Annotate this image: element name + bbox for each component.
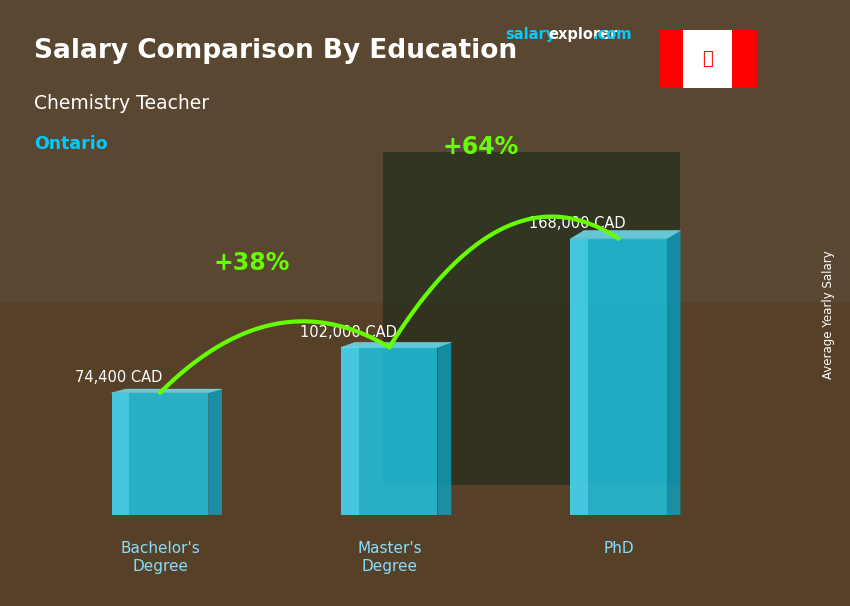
Bar	[659, 30, 683, 88]
Text: +64%: +64%	[443, 135, 519, 159]
Text: explorer: explorer	[548, 27, 618, 42]
Text: +38%: +38%	[213, 251, 290, 275]
Text: 168,000 CAD: 168,000 CAD	[529, 216, 626, 231]
Polygon shape	[112, 389, 222, 393]
Text: Chemistry Teacher: Chemistry Teacher	[34, 94, 209, 113]
Polygon shape	[341, 342, 451, 347]
Text: .com: .com	[592, 27, 632, 42]
Text: Master's
Degree: Master's Degree	[357, 541, 422, 574]
Text: 102,000 CAD: 102,000 CAD	[299, 325, 396, 340]
Polygon shape	[666, 230, 681, 515]
Polygon shape	[112, 393, 208, 515]
Polygon shape	[570, 239, 587, 515]
Polygon shape	[112, 393, 129, 515]
Text: 🍁: 🍁	[702, 50, 713, 68]
Polygon shape	[208, 389, 222, 515]
Text: Average Yearly Salary: Average Yearly Salary	[822, 251, 836, 379]
Polygon shape	[570, 239, 666, 515]
Polygon shape	[570, 230, 681, 239]
Polygon shape	[438, 342, 451, 515]
Bar	[732, 30, 756, 88]
Text: 74,400 CAD: 74,400 CAD	[75, 370, 162, 385]
Text: PhD: PhD	[604, 541, 634, 556]
Text: Salary Comparison By Education: Salary Comparison By Education	[34, 38, 517, 64]
Polygon shape	[341, 347, 359, 515]
Bar	[683, 30, 732, 88]
Polygon shape	[341, 347, 438, 515]
Text: Bachelor's
Degree: Bachelor's Degree	[120, 541, 200, 574]
Text: salary: salary	[506, 27, 556, 42]
Text: Ontario: Ontario	[34, 135, 108, 153]
